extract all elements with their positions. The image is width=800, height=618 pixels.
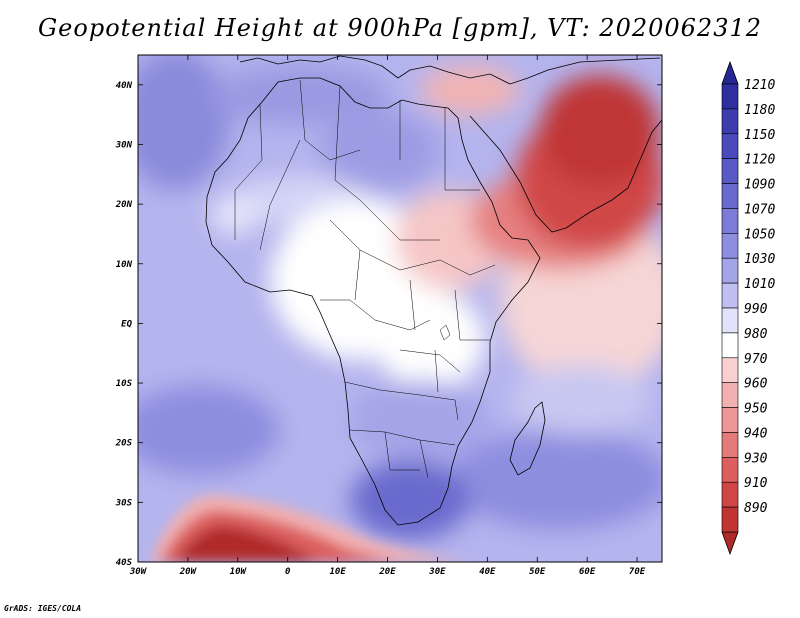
colorbar-bottom-arrow: [721, 531, 739, 556]
lon-tick-label: 50E: [529, 567, 546, 577]
colorbar-label: 940: [744, 426, 768, 441]
coastlines: [205, 55, 662, 526]
low-core: [175, 525, 320, 562]
colorbar-label: 980: [744, 327, 768, 342]
south-atlantic-blue: [138, 385, 280, 475]
lat-tick-label: 10S: [116, 379, 133, 389]
border-lines-central: [320, 219, 496, 341]
lon-tick-label: 60E: [579, 567, 596, 577]
lat-tick-label: 20N: [115, 200, 133, 210]
field-blobs: [138, 55, 662, 540]
lakes: [434, 324, 459, 421]
lon-tick-label: 10W: [230, 567, 248, 577]
lon-tick-label: 30W: [129, 567, 148, 577]
colorbar-label: 1070: [744, 202, 775, 217]
colorbar-label: 1150: [744, 128, 775, 143]
south-indian-blue: [450, 430, 662, 530]
colorbar-label: 1120: [744, 153, 775, 168]
colorbar-label: 1010: [744, 277, 775, 292]
europe-coastline: [239, 55, 661, 85]
south-africa-blue: [350, 380, 490, 460]
colorbar-label: 890: [744, 501, 768, 516]
colorbar-label: 1030: [744, 252, 775, 267]
border-lines-south: [344, 349, 461, 479]
colorbar-label: 1180: [744, 103, 775, 118]
southwest-low: [150, 495, 470, 562]
country-borders: [234, 79, 496, 479]
credit-label: GrADS: IGES/COLA: [4, 604, 82, 613]
libya-zone: [320, 110, 440, 190]
lon-tick-label: 20E: [378, 567, 396, 577]
colorbar-label: 960: [744, 377, 768, 392]
colorbar-label: 950: [744, 402, 768, 417]
map-frame: [137, 54, 663, 563]
field-shading: [138, 55, 662, 562]
colorbar-swatch: [721, 432, 739, 458]
colorbar-swatch: [721, 233, 739, 259]
colorbar-swatch: [721, 158, 739, 184]
colorbar-label: 990: [744, 302, 768, 317]
colorbar-swatch: [721, 357, 739, 383]
colorbar-swatch: [721, 382, 739, 408]
colorbar-swatch: [721, 208, 739, 234]
lon-tick-label: 0: [285, 567, 291, 577]
southern-tip-deep: [350, 460, 470, 540]
border-lines-north: [234, 79, 480, 251]
africa-coastline: [205, 77, 541, 526]
colorbar-label: 1050: [744, 227, 775, 242]
lat-tick-label: 20S: [115, 439, 133, 449]
colorbar-swatch: [721, 332, 739, 359]
lon-tick-label: 20W: [179, 567, 198, 577]
lon-tick-label: 10E: [329, 567, 346, 577]
colorbar-swatch: [721, 506, 739, 533]
colorbar-label: 930: [744, 451, 768, 466]
colorbar-label: 910: [744, 476, 768, 491]
colorbar-top-arrow: [721, 60, 739, 85]
colorbar-swatch: [721, 407, 739, 433]
arabia-coastline: [469, 115, 662, 233]
map-title: Geopotential Height at 900hPa [gpm], VT:…: [38, 14, 762, 42]
colorbar-legend: 1210 1180 1150 1120 1090 1070 1050 1030 1010 990 9…: [721, 60, 775, 556]
nw-atlantic-high: [138, 55, 230, 190]
colorbar-label: 1210: [744, 78, 775, 93]
lat-tick-label: 40S: [116, 558, 133, 568]
lat-tick-label: 40N: [116, 81, 133, 91]
madagascar-light: [510, 365, 650, 435]
colorbar-label: 970: [744, 352, 768, 367]
colorbar-swatch: [721, 257, 739, 284]
persia-low: [540, 75, 660, 185]
colorbar-swatch: [721, 457, 739, 483]
colorbar-swatch: [721, 83, 739, 110]
colorbar-swatch: [721, 481, 739, 508]
colorbar-label: 1090: [744, 178, 775, 193]
lat-tick-label: 30N: [115, 140, 133, 150]
colorbar-swatch: [721, 307, 739, 334]
lat-tick-label: 10N: [116, 260, 133, 270]
lon-tick-label: 70E: [629, 567, 646, 577]
colorbar-swatch: [721, 108, 739, 135]
turkey-pink: [420, 65, 520, 115]
colorbar-swatch: [721, 282, 739, 309]
madagascar-outline: [509, 401, 546, 476]
lon-tick-label: 40E: [479, 567, 496, 577]
colorbar-swatch: [721, 133, 739, 159]
lon-tick-label: 30E: [428, 567, 446, 577]
colorbar-swatch: [721, 183, 739, 209]
lat-tick-label: 30S: [115, 498, 133, 508]
lat-tick-label: EQ: [121, 319, 132, 329]
